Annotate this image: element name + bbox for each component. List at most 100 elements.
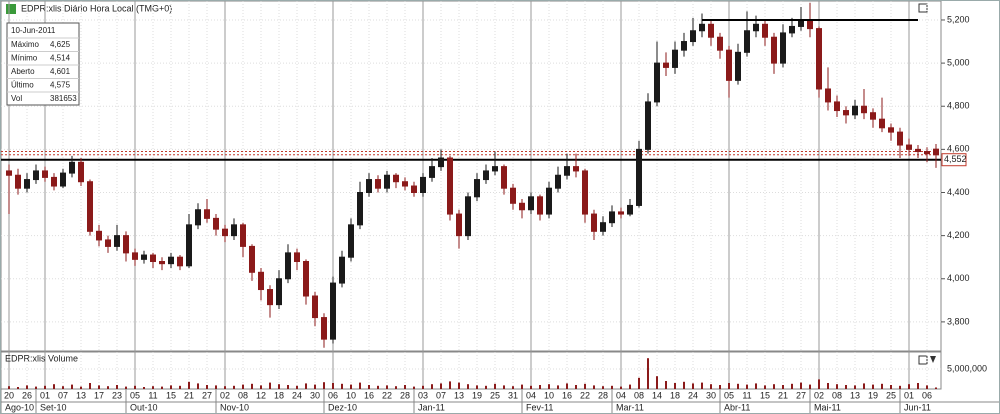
y-tick-label: 5,200	[947, 14, 970, 24]
x-tick-label: 03	[418, 390, 428, 400]
candle-body	[465, 196, 471, 237]
volume-bar	[521, 384, 523, 389]
volume-bar	[872, 384, 874, 389]
month-label: Jan-11	[418, 402, 445, 412]
volume-bar	[80, 386, 82, 389]
candle-body	[411, 185, 417, 193]
volume-bar	[755, 383, 757, 389]
volume-bar	[179, 385, 181, 389]
close-button[interactable]	[930, 356, 936, 363]
volume-bar	[89, 383, 91, 389]
y-tick-label: 4,000	[947, 273, 970, 283]
candle-body	[897, 131, 903, 146]
x-tick-label: 22	[382, 390, 392, 400]
volume-bar	[395, 386, 397, 389]
y-tick-label: 5,000	[947, 57, 970, 67]
x-tick-label: 12	[256, 390, 266, 400]
x-tick-label: 02	[220, 390, 230, 400]
candle-body	[789, 25, 795, 34]
volume-bar	[809, 384, 811, 389]
x-tick-label: 14	[652, 390, 662, 400]
x-tick-label: 21	[184, 390, 194, 400]
x-tick-label: 18	[670, 390, 680, 400]
info-value: 4,575	[50, 81, 71, 90]
maximize-button[interactable]	[918, 355, 928, 365]
volume-bar	[827, 383, 829, 389]
last-price-label: 4,552	[944, 154, 967, 164]
volume-bar	[359, 382, 361, 389]
month-label: Fev-11	[526, 402, 553, 412]
volume-bar	[773, 384, 775, 389]
volume-bar	[494, 383, 496, 389]
candle-body	[906, 144, 912, 150]
month-label: Set-10	[40, 402, 67, 412]
candle-body	[267, 289, 273, 306]
info-label: Aberto	[11, 67, 35, 76]
candle-body	[663, 62, 669, 68]
volume-bar	[548, 384, 550, 389]
volume-bar	[863, 383, 865, 389]
candle-body	[843, 110, 849, 116]
x-tick-label: 11	[742, 390, 751, 400]
volume-bar	[53, 384, 55, 389]
y-tick-label: 4,600	[947, 144, 970, 154]
chart-title[interactable]: EDPR:xlis Diário Hora Local (TMG+0)	[21, 3, 172, 13]
volume-bar	[890, 385, 892, 389]
volume-bar	[269, 382, 271, 389]
x-tick-label: 06	[328, 390, 338, 400]
volume-bar	[17, 387, 19, 389]
month-label: Jun-11	[904, 402, 931, 412]
candle-body	[780, 32, 786, 64]
candle-body	[105, 239, 111, 247]
volume-bar	[611, 385, 613, 389]
x-tick-label: 08	[238, 390, 248, 400]
volume-bar	[134, 385, 136, 389]
maximize-button[interactable]	[918, 3, 928, 13]
candle-body	[177, 256, 183, 267]
candle-body	[816, 28, 822, 90]
candle-body	[474, 179, 480, 198]
candle-body	[591, 213, 597, 232]
volume-bar	[296, 385, 298, 389]
volume-bar	[332, 383, 334, 389]
volume-bar	[251, 383, 253, 389]
candle-body	[159, 261, 165, 265]
x-tick-label: 04	[616, 390, 626, 400]
x-tick-label: 27	[796, 390, 806, 400]
candle-body	[231, 224, 237, 237]
candle-body	[6, 170, 12, 176]
candle-body	[672, 49, 678, 68]
volume-bar	[98, 385, 100, 389]
volume-bar	[44, 385, 46, 389]
month-label: Ago-10	[5, 402, 34, 412]
x-tick-label: 08	[832, 390, 842, 400]
volume-bar	[539, 385, 541, 389]
volume-bar	[647, 358, 649, 389]
info-value: 381653	[50, 94, 77, 103]
candle-body	[483, 170, 489, 181]
candle-body	[501, 166, 507, 189]
candle-body	[600, 222, 606, 232]
x-tick-label: 19	[868, 390, 878, 400]
volume-bar	[719, 385, 721, 389]
volume-bar	[449, 381, 451, 389]
volume-bar	[692, 383, 694, 389]
candle-body	[249, 245, 255, 273]
volume-bar	[188, 381, 190, 389]
candle-body	[312, 295, 318, 319]
volume-bar	[629, 384, 631, 389]
candle-body	[15, 174, 21, 189]
volume-bar	[782, 385, 784, 389]
candle-body	[933, 148, 939, 156]
candle-body	[699, 23, 705, 32]
x-tick-label: 07	[58, 390, 68, 400]
volume-bar	[854, 385, 856, 389]
x-tick-label: 13	[454, 390, 464, 400]
candle-body	[690, 30, 696, 43]
price-panel	[1, 1, 942, 352]
candle-body	[726, 49, 732, 81]
volume-bar	[26, 385, 28, 389]
candle-body	[240, 224, 246, 247]
candle-body	[222, 228, 228, 237]
volume-bar	[908, 384, 910, 389]
